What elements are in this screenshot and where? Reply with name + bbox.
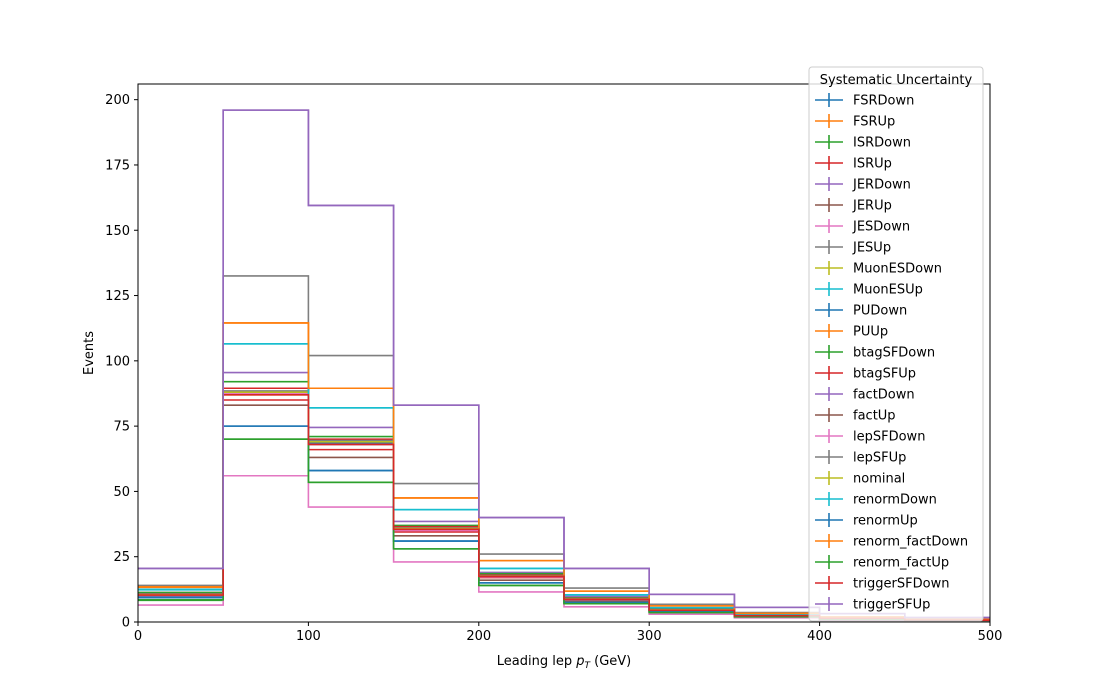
x-tick-label: 500 (978, 629, 1003, 644)
legend-label: MuonESUp (853, 283, 923, 298)
legend-label: JERDown (852, 178, 911, 193)
legend-entry-factUp: factUp (815, 408, 896, 424)
legend-label: FSRUp (853, 115, 895, 130)
legend-entry-renorm_factUp: renorm_factUp (815, 555, 949, 571)
ticks-layer: 0 100 200 300 400 500 0 25 50 75 100 125 150 175 200 (105, 93, 1002, 644)
legend-label: lepSFDown (853, 430, 925, 445)
legend-entry-ISRDown: ISRDown (815, 135, 911, 151)
legend-label: btagSFDown (853, 346, 935, 361)
legend-label: lepSFUp (853, 451, 906, 466)
legend-entry-MuonESDown: MuonESDown (815, 261, 942, 277)
legend-label: btagSFUp (853, 367, 916, 382)
legend-label: JESDown (852, 220, 910, 235)
legend-entry-PUUp: PUUp (815, 324, 888, 340)
legend-label: renormDown (853, 493, 937, 508)
legend-label: ISRUp (853, 157, 892, 172)
y-tick-label: 125 (105, 289, 130, 304)
y-tick-label: 75 (113, 420, 130, 435)
y-tick-label: 0 (122, 616, 130, 631)
legend-label: ISRDown (853, 136, 911, 151)
legend-label: renormUp (853, 514, 918, 529)
legend-entry-nominal: nominal (815, 471, 905, 487)
legend-entry-btagSFDown: btagSFDown (815, 345, 935, 361)
legend-label: JERUp (852, 199, 892, 214)
legend-entry-lepSFDown: lepSFDown (815, 429, 925, 445)
legend-entry-FSRUp: FSRUp (815, 114, 895, 130)
legend-entry-renormDown: renormDown (815, 492, 937, 508)
legend-label: FSRDown (853, 94, 914, 109)
legend-entry-btagSFUp: btagSFUp (815, 366, 916, 382)
legend-entry-PUDown: PUDown (815, 303, 907, 319)
legend-label: factUp (853, 409, 896, 424)
x-tick-label: 100 (296, 629, 321, 644)
x-tick-label: 300 (637, 629, 662, 644)
legend-label: triggerSFUp (853, 598, 930, 613)
legend-entry-JESUp: JESUp (815, 240, 891, 256)
legend-entry-JERDown: JERDown (815, 177, 911, 193)
legend-label: nominal (853, 472, 905, 487)
legend-entry-MuonESUp: MuonESUp (815, 282, 923, 298)
legend-label: MuonESDown (853, 262, 942, 277)
legend-entry-JESDown: JESDown (815, 219, 910, 235)
legend-entry-ISRUp: ISRUp (815, 156, 892, 172)
legend-label: PUUp (853, 325, 888, 340)
legend-entry-JERUp: JERUp (815, 198, 892, 214)
y-tick-label: 150 (105, 224, 130, 239)
legend-box (808, 66, 984, 622)
legend-label: renorm_factUp (853, 556, 949, 571)
legend-label: PUDown (853, 304, 907, 319)
y-tick-label: 175 (105, 158, 130, 173)
y-tick-label: 200 (105, 93, 130, 108)
legend: Systematic Uncertainty FSRDown FSRUp ISRDo… (808, 66, 984, 622)
legend-label: JESUp (852, 241, 891, 256)
legend-label: renorm_factDown (853, 535, 968, 550)
x-tick-label: 0 (134, 629, 142, 644)
legend-label: factDown (853, 388, 915, 403)
legend-entry-renormUp: renormUp (815, 513, 918, 529)
legend-title: Systematic Uncertainty (820, 73, 973, 88)
x-tick-label: 400 (807, 629, 832, 644)
axes-frame (137, 83, 991, 623)
legend-entries: FSRDown FSRUp ISRDown ISRUp JERDown JERUp JESD… (815, 93, 968, 613)
y-tick-label: 50 (113, 485, 130, 500)
x-tick-label: 200 (466, 629, 491, 644)
y-tick-label: 25 (113, 550, 130, 565)
legend-label: triggerSFDown (853, 577, 949, 592)
legend-entry-lepSFUp: lepSFUp (815, 450, 906, 466)
x-axis-label: Leading lep pT (GeV) (497, 654, 631, 671)
legend-entry-triggerSFDown: triggerSFDown (815, 576, 949, 592)
legend-entry-FSRDown: FSRDown (815, 93, 914, 109)
y-tick-label: 100 (105, 354, 130, 369)
legend-entry-factDown: factDown (815, 387, 915, 403)
legend-entry-triggerSFUp: triggerSFUp (815, 597, 930, 613)
y-axis-label: Events (82, 331, 97, 375)
legend-entry-renorm_factDown: renorm_factDown (815, 534, 968, 550)
